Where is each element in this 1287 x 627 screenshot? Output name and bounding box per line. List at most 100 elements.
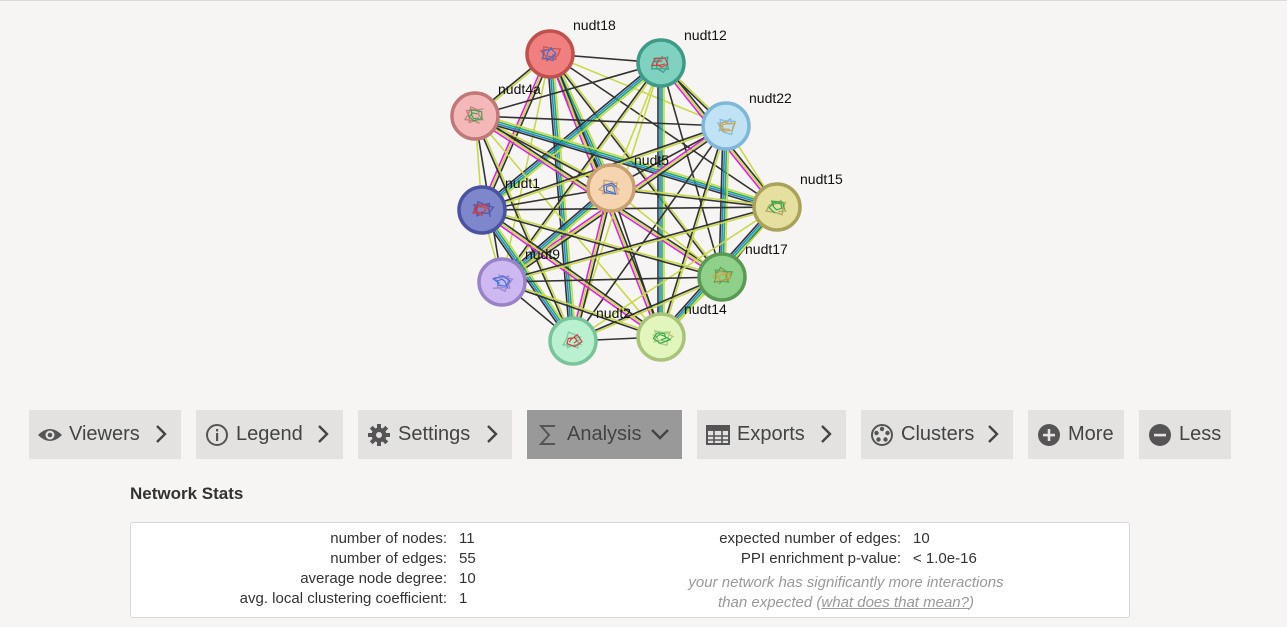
plus-circle-icon <box>1036 422 1062 448</box>
network-edge <box>482 208 723 277</box>
protein-structure-icon <box>463 106 485 124</box>
network-node-nudt22[interactable]: nudt22 <box>701 90 792 151</box>
network-node-nudt1[interactable]: nudt1 <box>457 175 540 235</box>
network-edge <box>572 125 727 342</box>
chevron-right-icon <box>313 422 333 446</box>
settings-label: Settings <box>398 423 471 445</box>
enrichment-note: your network has significantly more inte… <box>666 573 1026 613</box>
protein-structure-detail <box>650 57 669 68</box>
protein-structure-detail <box>491 275 511 288</box>
network-edge <box>482 63 663 212</box>
clusters-button[interactable]: Clusters <box>861 410 1013 459</box>
analysis-label: Analysis <box>567 423 642 445</box>
clusters-label: Clusters <box>901 423 975 445</box>
node-label: nudt12 <box>684 27 727 43</box>
network-edge <box>502 280 662 337</box>
note-prefix: than expected ( <box>717 594 822 611</box>
network-graph[interactable]: nudt18 nudt12 nudt4a nudt22 nudt5 nudt1 nudt15… <box>0 0 1287 380</box>
node-circle[interactable] <box>477 257 527 307</box>
network-edge <box>502 207 778 284</box>
node-circle[interactable] <box>457 185 507 235</box>
network-node-nudt12[interactable]: nudt12 <box>636 27 727 88</box>
what-does-that-mean-link[interactable]: what does that mean? <box>821 594 969 611</box>
network-edge <box>610 188 777 209</box>
stat-value: 10 <box>913 530 930 547</box>
stat-label: average node degree: <box>300 570 447 587</box>
network-node-nudt18[interactable]: nudt18 <box>525 17 616 79</box>
network-edge <box>474 62 662 117</box>
clusters-icon <box>869 422 895 448</box>
node-circle[interactable] <box>701 101 751 151</box>
network-edge <box>501 276 723 283</box>
stat-value: < 1.0e-16 <box>913 550 977 567</box>
node-label: nudt15 <box>800 171 843 187</box>
network-node-nudt17[interactable]: nudt17 <box>697 241 788 302</box>
stat-row: avg. local clustering coefficient: 1 <box>131 589 631 609</box>
protein-structure-detail <box>768 200 786 214</box>
network-edge <box>572 275 722 341</box>
protein-structure-detail <box>472 204 490 217</box>
network-edge <box>479 60 660 209</box>
network-edge <box>574 188 614 342</box>
viewers-button[interactable]: Viewers <box>29 410 181 459</box>
network-nodes[interactable]: nudt18 nudt12 nudt4a nudt22 nudt5 nudt1 nudt15… <box>450 17 843 366</box>
protein-structure-detail <box>712 270 732 284</box>
top-divider <box>0 0 1287 1</box>
network-node-nudt4a[interactable]: nudt4a <box>450 81 541 141</box>
network-edge <box>548 54 573 342</box>
node-circle[interactable] <box>636 38 686 88</box>
protein-structure-detail <box>652 332 672 344</box>
node-circle[interactable] <box>752 182 802 232</box>
protein-structure-detail <box>566 333 583 348</box>
node-label: nudt17 <box>745 241 788 257</box>
stat-row: number of nodes: 11 <box>131 529 631 549</box>
gear-icon <box>366 422 392 448</box>
chevron-right-icon <box>983 422 1003 446</box>
less-button[interactable]: Less <box>1139 410 1231 459</box>
node-label: nudt14 <box>684 301 727 317</box>
node-circle[interactable] <box>697 252 747 302</box>
network-edge <box>474 116 777 209</box>
node-circle[interactable] <box>450 91 500 141</box>
less-label: Less <box>1179 423 1222 445</box>
legend-button[interactable]: Legend <box>196 410 343 459</box>
stat-label: number of edges: <box>330 550 447 567</box>
network-edge <box>549 53 727 127</box>
network-edge <box>501 205 777 282</box>
protein-structure-icon <box>597 179 621 195</box>
more-button[interactable]: More <box>1028 410 1124 459</box>
analysis-button[interactable]: Analysis <box>527 410 682 459</box>
eye-icon <box>37 422 63 448</box>
node-label: nudt22 <box>749 90 792 106</box>
network-edge <box>482 208 575 341</box>
network-node-nudt9[interactable]: nudt9 <box>477 246 560 307</box>
network-edge <box>550 52 724 277</box>
node-circle[interactable] <box>636 312 686 362</box>
node-circle[interactable] <box>525 29 575 79</box>
viewers-label: Viewers <box>69 423 140 445</box>
exports-label: Exports <box>737 423 805 445</box>
network-edge <box>481 209 662 338</box>
network-node-nudt2[interactable]: nudt2 <box>548 305 631 366</box>
protein-structure-icon <box>492 274 514 293</box>
protein-structure-detail <box>542 46 557 62</box>
network-edge <box>481 206 778 211</box>
enrichment-note-line2: than expected (what does that mean?) <box>666 593 1026 613</box>
node-circle[interactable] <box>586 163 636 213</box>
network-node-nudt5[interactable]: nudt5 <box>586 152 669 213</box>
network-edge <box>501 282 661 339</box>
stat-row: number of edges: 55 <box>131 549 631 569</box>
node-circle[interactable] <box>548 316 598 366</box>
network-edge <box>660 62 723 278</box>
network-node-nudt14[interactable]: nudt14 <box>636 301 727 362</box>
network-stats-title: Network Stats <box>130 484 244 503</box>
stat-label: number of nodes: <box>330 530 447 547</box>
network-edge <box>473 116 573 342</box>
exports-button[interactable]: Exports <box>697 410 846 459</box>
network-edge <box>611 186 778 207</box>
network-node-nudt15[interactable]: nudt15 <box>752 171 843 232</box>
node-label: nudt5 <box>634 152 669 168</box>
node-label: nudt9 <box>525 246 560 262</box>
node-label: nudt4a <box>498 81 541 97</box>
settings-button[interactable]: Settings <box>358 410 512 459</box>
